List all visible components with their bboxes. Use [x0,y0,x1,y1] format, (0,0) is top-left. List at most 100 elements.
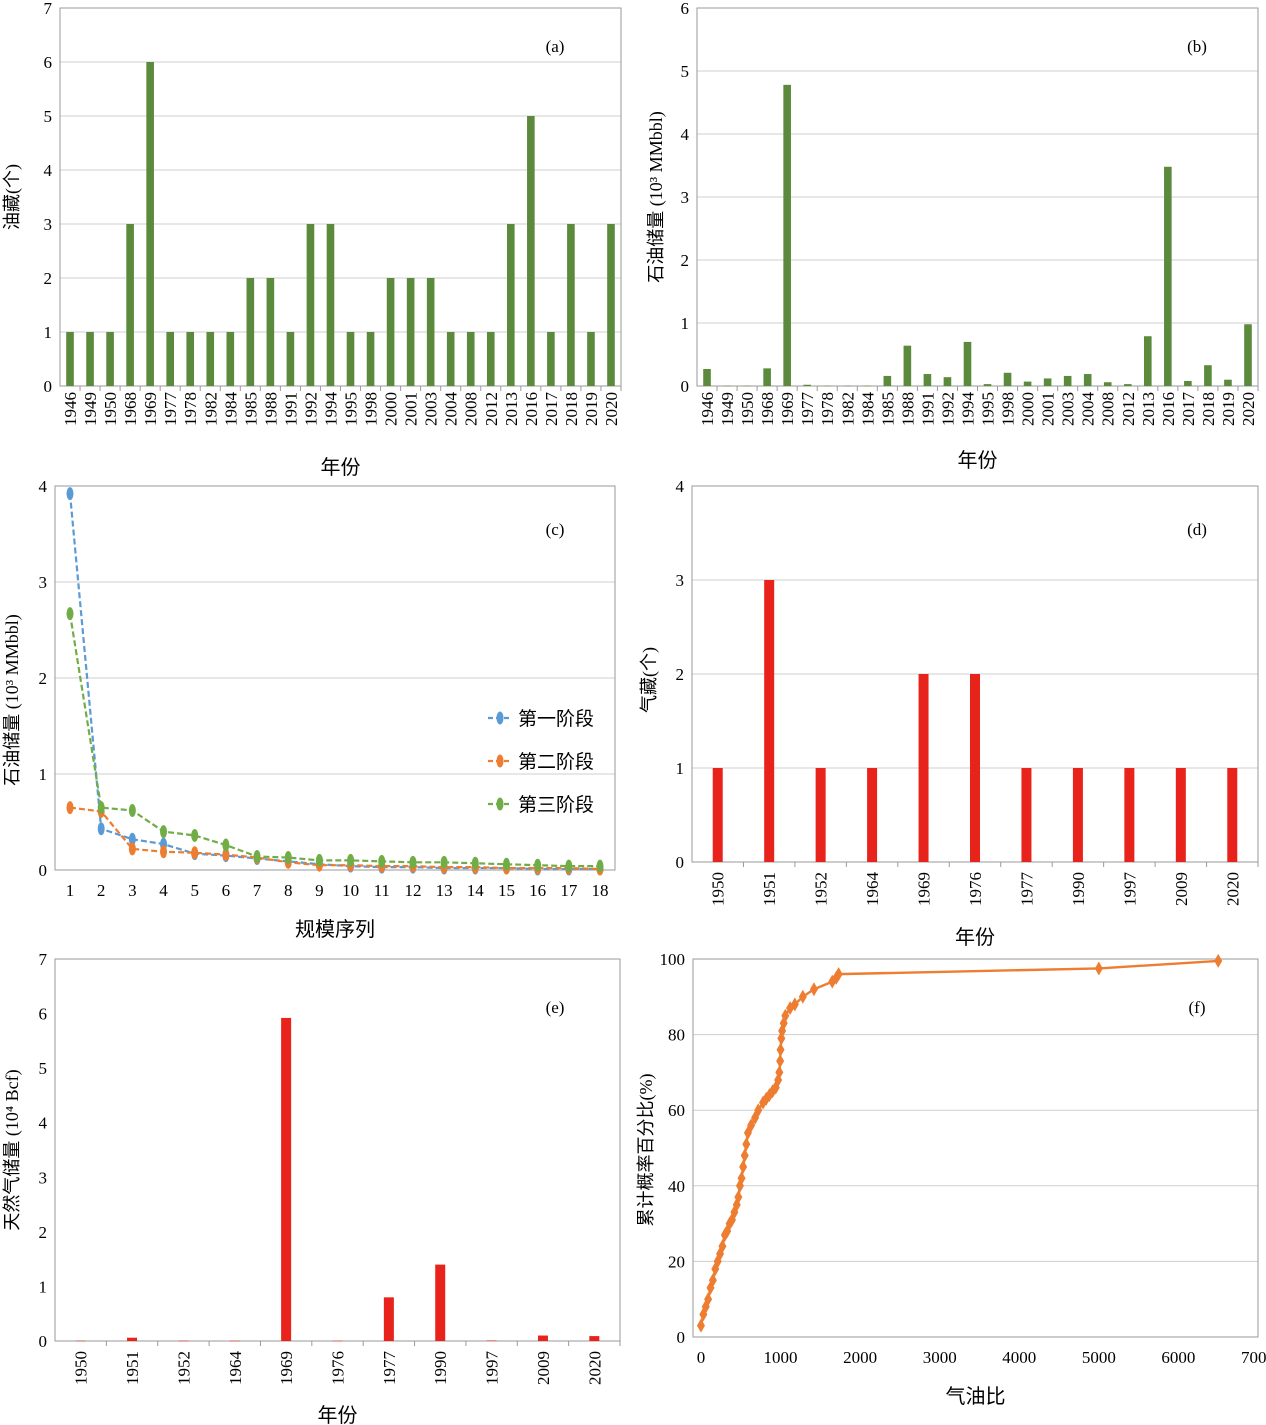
x-tick-label: 1969 [915,872,934,906]
bar [843,385,852,387]
x-tick-label: 1992 [301,392,320,426]
x-tick-label: 2 [97,881,106,900]
y-tick-label: 3 [681,188,690,207]
y-tick-label: 6 [44,53,53,72]
x-tick-label: 2000 [843,1348,877,1367]
chart-panel-6: 0 20 40 60 80 100 累计概率百分比(%) 气油比 (f) 0 1000 2000 300… [636,950,1266,1408]
x-tick-label: 18 [592,881,609,900]
x-tick-label: 2003 [422,392,441,426]
x-tick-label: 1969 [778,392,797,426]
chart-panel-5: 0 1 2 3 4 5 6 7 天然气储量 (10⁴ Bcf) 年份 (e) 1950 1951 1952… [2,950,621,1425]
x-tick-label: 1984 [858,392,877,427]
x-tick-label: 1990 [431,1351,450,1385]
y-tick-label: 2 [39,1223,48,1242]
plot-frame [692,958,1259,1338]
data-point [222,848,230,862]
data-point [696,1318,705,1333]
data-point [502,857,510,871]
x-tick-label: 1976 [329,1351,348,1385]
x-tick-label: 2003 [1059,392,1078,426]
x-tick-label: 2018 [562,392,581,426]
x-tick-label: 2004 [1079,392,1098,427]
data-point [160,845,168,859]
y-tick-label: 3 [39,1168,48,1187]
x-tick-label: 3 [128,881,137,900]
x-tick-label: 1968 [758,392,777,426]
bar [127,1337,138,1341]
data-point [734,1190,743,1205]
y-tick-label: 2 [39,669,48,688]
x-axis-label: 规模序列 [295,918,375,941]
bar [126,224,134,386]
x-tick-label: 4 [159,881,168,900]
data-point [775,1065,784,1080]
x-tick-label: 1985 [241,392,260,426]
x-axis-label: 年份 [321,456,361,479]
x-tick-label: 1 [66,881,75,900]
bar [466,332,475,386]
y-axis-label: 气藏(个) [639,647,660,713]
data-point [66,801,74,815]
bar [286,332,295,386]
bar [1023,381,1032,386]
bar [1003,372,1012,386]
x-tick-label: 2008 [462,392,481,426]
x-tick-label: 1997 [1120,872,1139,907]
x-tick-label: 2016 [522,392,541,426]
y-tick-label: 2 [44,269,53,288]
data-point [471,856,479,870]
chart-panel-4: 0 1 2 3 4 气藏(个) 年份 (d) 1950 1951 1952 1964 1969 1976 1… [639,477,1259,949]
bar [246,278,255,386]
data-point [66,487,74,501]
y-tick-label: 0 [39,861,48,880]
plot-frame [59,7,622,387]
y-tick-label: 7 [39,950,48,969]
bar [712,768,723,862]
bar [229,1340,240,1342]
data-point [742,1137,751,1152]
bar [703,368,711,386]
x-tick-label: 17 [560,881,578,900]
bar [983,384,992,386]
data-point [778,1023,787,1038]
data-point [97,822,105,836]
bar [326,224,335,386]
y-tick-label: 5 [681,62,690,81]
bar [106,332,114,386]
plot-frame [54,958,621,1342]
x-tick-label: 2020 [602,392,621,426]
bar [1063,375,1072,386]
x-tick-label: 1976 [966,872,985,906]
bar [446,332,455,386]
bar [426,278,435,386]
bar [1123,384,1132,386]
data-point [284,851,292,865]
data-point [128,832,136,846]
x-tick-label: 2018 [1199,392,1218,426]
x-axis-label: 气油比 [946,1385,1006,1408]
x-tick-label: 14 [467,881,485,900]
x-tick-label: 5 [190,881,199,900]
bar [178,1340,189,1342]
x-tick-label: 1977 [1017,872,1036,907]
y-tick-label: 1 [39,765,48,784]
data-point [128,803,136,817]
y-tick-label: 5 [39,1059,48,1078]
bar [306,224,315,386]
bar [206,332,215,386]
x-tick-label: 2020 [1239,392,1258,426]
legend-marker [496,754,504,768]
data-point [565,859,573,873]
legend-label: 第二阶段 [518,751,594,773]
bar [1175,768,1186,862]
bar [1043,378,1052,386]
x-tick-label: 1982 [838,392,857,426]
data-point [378,854,386,868]
x-tick-label: 9 [315,881,324,900]
panel-label: (c) [546,520,565,539]
bar [1224,379,1232,386]
x-tick-label: 2001 [402,392,421,426]
x-tick-label: 1946 [61,392,80,426]
data-point [97,801,105,815]
